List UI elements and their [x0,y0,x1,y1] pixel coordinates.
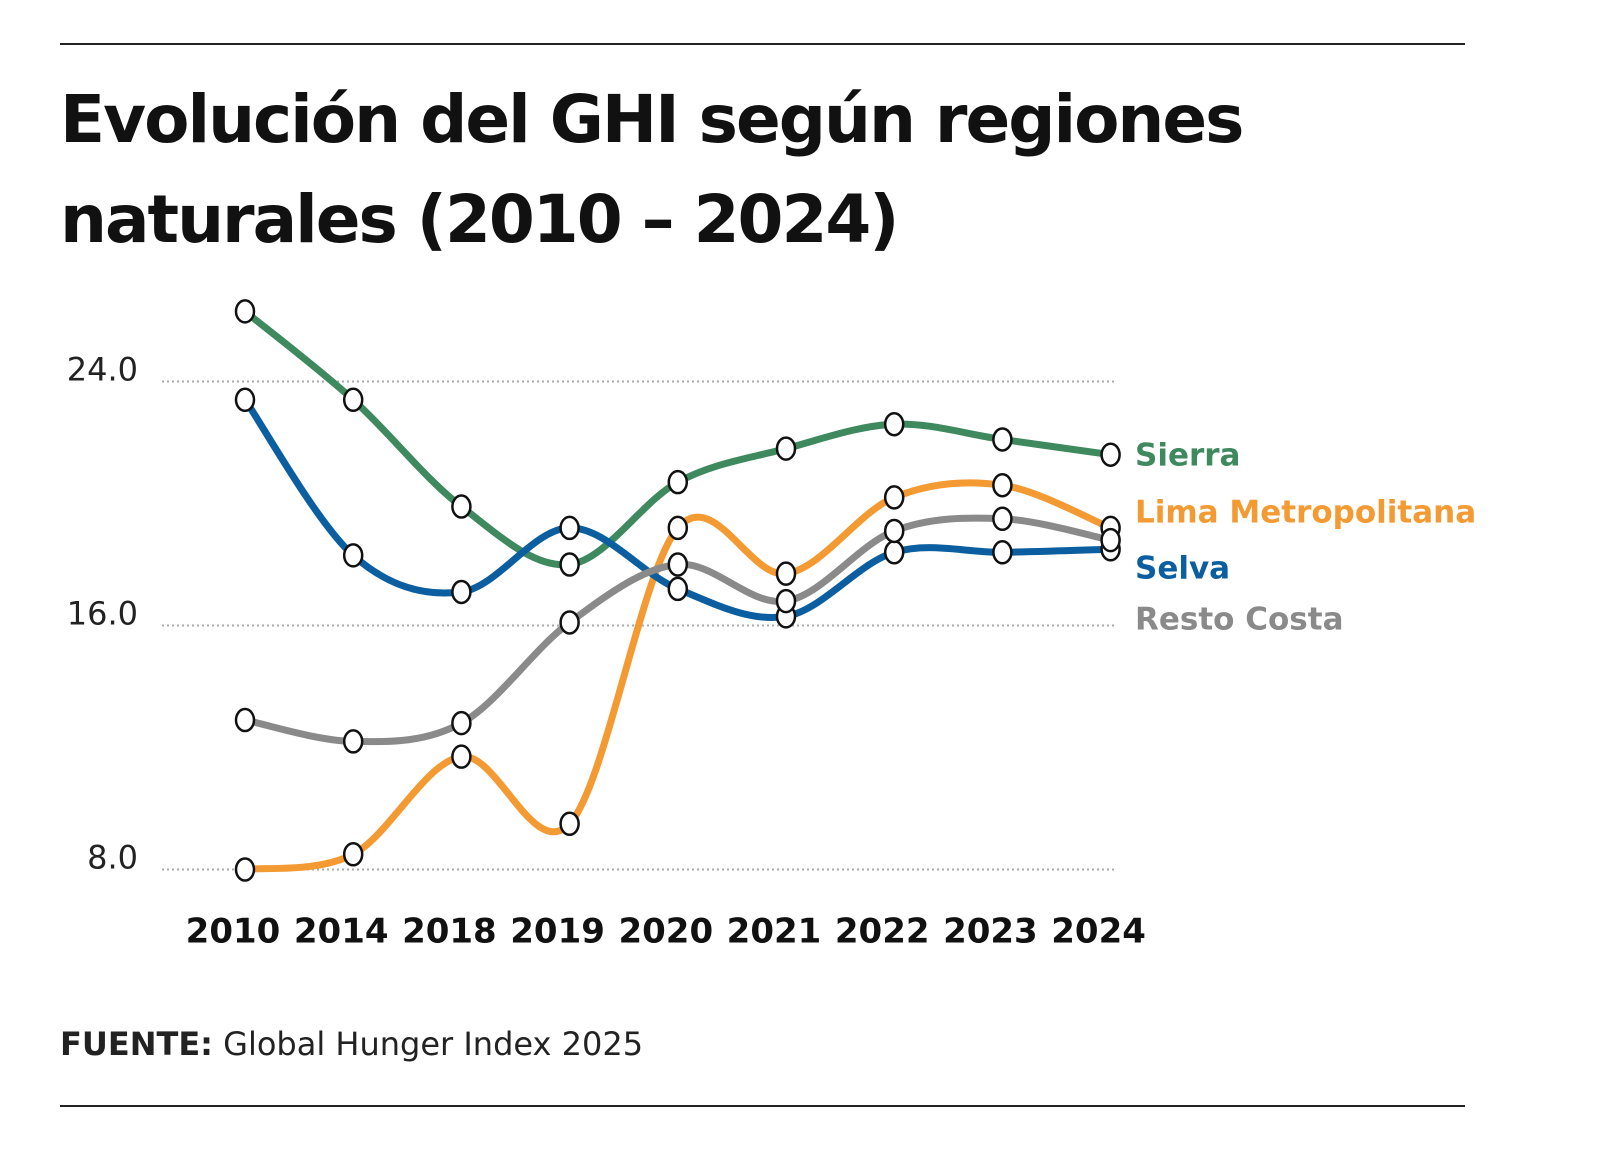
data-point [667,552,689,577]
data-point [883,485,905,510]
data-point [342,543,364,568]
x-tick-label: 2021 [727,912,822,952]
data-point [559,811,580,836]
data-point [342,387,364,413]
data-point [234,299,256,324]
series-line [241,307,1115,569]
x-tick-label: 2020 [618,912,713,952]
data-point [992,427,1013,452]
chart-title: Evolución del GHI según regiones natural… [60,81,1244,258]
data-point [883,411,905,437]
x-tick-label: 2010 [186,912,281,952]
series-line [241,396,1115,621]
data-point [559,552,580,577]
x-tick-label: 2014 [294,912,389,952]
x-tick-label: 2024 [1051,912,1146,952]
data-point [667,515,689,541]
data-point [775,436,797,461]
data-point [667,576,689,602]
data-point [451,710,472,736]
y-tick-label: 8.0 [87,839,138,877]
series-line [241,479,1115,873]
data-point [234,857,256,882]
data-point [1100,442,1121,467]
source: FUENTE: Global Hunger Index 2025 [60,1025,643,1063]
x-tick-label: 2018 [402,912,497,952]
y-tick-label: 16.0 [67,595,138,633]
data-point [775,588,797,614]
data-point [775,561,797,586]
legend-label: Sierra [1135,438,1240,474]
source-label: FUENTE: [60,1025,213,1063]
x-tick-label: 2022 [835,912,930,952]
bottom-rule [60,1105,1465,1107]
data-point [992,472,1013,498]
legend-label: Lima Metropolitana [1135,495,1476,531]
data-point [667,469,689,495]
data-point [451,744,472,769]
x-tick-label: 2023 [943,912,1038,952]
data-point [451,494,472,519]
top-rule [60,43,1465,45]
legend-label: Resto Costa [1135,602,1344,638]
data-point [883,518,905,544]
data-point [1100,527,1121,553]
data-point [883,540,905,565]
data-point [234,387,256,413]
data-point [451,579,472,605]
source-text: Global Hunger Index 2025 [223,1025,644,1063]
data-point [559,610,580,635]
data-point [342,842,364,867]
y-tick-label: 24.0 [67,351,138,389]
data-point [342,729,364,754]
data-point [992,506,1013,531]
data-point [234,707,256,733]
x-tick-label: 2019 [510,912,605,952]
data-point [992,540,1013,565]
legend-label: Selva [1135,551,1230,587]
data-point [559,515,580,541]
